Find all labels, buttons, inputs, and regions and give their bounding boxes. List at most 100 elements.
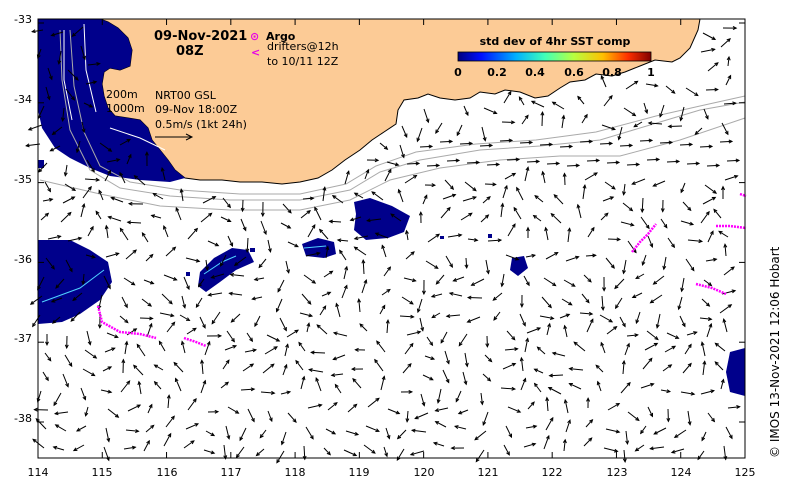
current-vector: [185, 257, 201, 263]
current-vector: [210, 273, 225, 279]
current-vector: [540, 110, 545, 127]
current-vector: [262, 363, 275, 374]
current-vector: [462, 196, 478, 202]
current-vector: [246, 332, 254, 343]
current-vector: [458, 333, 468, 347]
current-vector: [527, 401, 535, 410]
current-vector: [173, 361, 184, 373]
current-vector: [335, 302, 341, 318]
current-vector: [159, 312, 175, 318]
current-vector: [163, 432, 172, 447]
current-vector: [319, 305, 327, 316]
current-vector: [280, 222, 292, 229]
current-vector: [573, 341, 586, 352]
y-tick-label: -37: [14, 332, 32, 345]
current-vector: [361, 258, 366, 275]
current-vector: [623, 107, 637, 117]
current-vector: [686, 331, 698, 336]
current-vector: [110, 196, 124, 203]
current-vector: [301, 293, 312, 305]
current-vector: [285, 260, 290, 274]
current-vector: [486, 162, 501, 167]
current-vector: [315, 377, 322, 392]
current-vector: [596, 380, 602, 392]
current-vector: [227, 235, 234, 248]
current-vector: [702, 32, 717, 41]
y-tick-label: -33: [14, 13, 32, 26]
current-vector: [660, 389, 672, 394]
current-vector: [84, 177, 101, 182]
drifter-label-date: to 10/11 12Z: [267, 55, 339, 68]
current-vector: [543, 277, 557, 287]
current-vector: [627, 411, 640, 422]
current-vector: [545, 416, 554, 431]
current-vector: [183, 276, 190, 291]
current-vector: [126, 220, 142, 225]
current-vector: [418, 211, 423, 224]
current-vector: [82, 185, 92, 199]
current-vector: [64, 183, 77, 192]
current-vector: [137, 380, 142, 395]
current-vector: [492, 292, 503, 301]
current-vector: [703, 279, 713, 287]
current-vector: [600, 295, 605, 312]
current-vector: [641, 254, 647, 266]
current-vector: [55, 278, 65, 289]
current-vector: [390, 213, 402, 222]
current-vector: [470, 278, 485, 286]
colorbar-tick: 0.2: [487, 66, 507, 79]
current-vector: [640, 197, 645, 214]
current-vector: [445, 255, 453, 268]
current-vector: [624, 342, 630, 356]
current-vector: [419, 144, 434, 149]
current-vector: [459, 141, 474, 146]
current-vector: [519, 356, 524, 372]
current-vector: [381, 244, 387, 258]
current-vector: [72, 444, 85, 452]
current-vector: [700, 210, 710, 224]
current-vector: [702, 196, 717, 205]
current-vector: [519, 140, 534, 145]
current-vector: [434, 407, 449, 412]
current-vector: [307, 223, 316, 238]
current-vector: [647, 406, 653, 418]
current-vector: [52, 445, 65, 451]
current-vector: [480, 214, 490, 223]
current-vector: [639, 138, 654, 143]
current-vector: [286, 329, 300, 338]
current-vector: [534, 194, 544, 203]
current-vector: [45, 334, 49, 347]
current-vector: [51, 316, 61, 324]
current-vector: [419, 317, 425, 332]
current-vector: [699, 316, 713, 321]
colorbar-tick: 0.8: [602, 66, 622, 79]
coastal-current-streaks: [63, 23, 166, 151]
current-vector: [187, 227, 199, 240]
current-vector: [344, 170, 350, 185]
current-vector: [166, 321, 176, 333]
current-vector: [721, 122, 729, 136]
current-vector: [143, 279, 155, 285]
current-vector: [211, 311, 221, 325]
current-vector: [562, 438, 567, 452]
current-vector: [726, 158, 741, 163]
current-vector: [405, 229, 409, 241]
current-vector: [622, 183, 626, 196]
current-vector: [506, 157, 521, 162]
x-tick-label: 114: [28, 466, 49, 479]
current-vector: [323, 447, 331, 456]
current-vector: [381, 288, 391, 296]
current-vector: [207, 240, 220, 247]
current-vector: [585, 418, 594, 428]
x-tick-label: 124: [671, 466, 692, 479]
current-vector: [414, 412, 429, 420]
current-vector: [87, 62, 101, 66]
current-vector: [400, 389, 414, 394]
current-vector: [45, 257, 55, 270]
current-vector: [561, 298, 573, 306]
current-vector: [444, 350, 450, 365]
current-vector: [500, 202, 505, 218]
depth-label-1000m: 1000m: [106, 102, 145, 115]
current-vector: [503, 90, 512, 104]
current-vector: [425, 260, 439, 269]
